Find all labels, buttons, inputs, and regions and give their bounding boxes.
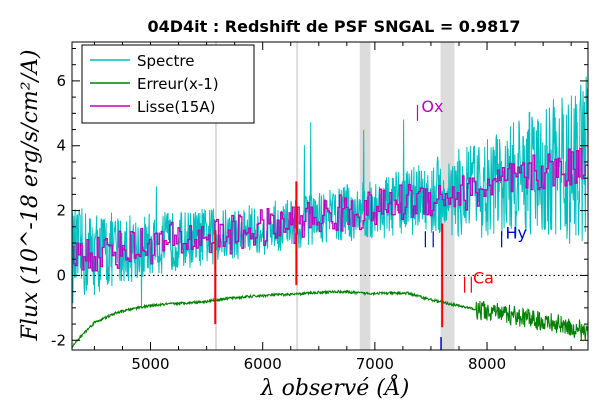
x-tick-label: 8000: [468, 355, 506, 373]
x-tick-label: 7000: [356, 355, 394, 373]
spectre-series: [72, 76, 588, 307]
legend-box: [81, 44, 255, 124]
legend: Spectre Erreur(x-1) Lisse(15A): [81, 44, 255, 124]
x-axis-ticks: 5000 6000 7000 8000: [93, 42, 572, 373]
sky-band-0: [215, 42, 218, 350]
anno-label-ca: Ca: [473, 269, 494, 288]
line-annotations: Ox Hy Ca: [416, 97, 528, 350]
y-tick-label: 2: [56, 202, 66, 220]
y-tick-label: 0: [56, 266, 66, 284]
x-axis-label: λ observé (Å): [260, 373, 410, 400]
y-axis-label: Flux (10^-18 erg/s/cm²/A): [18, 50, 43, 342]
erreur-line: [72, 289, 588, 349]
legend-label-erreur: Erreur(x-1): [137, 75, 219, 93]
plot-frame: [71, 41, 589, 351]
legend-label-spectre: Spectre: [137, 52, 194, 70]
y-tick-label: 4: [56, 137, 66, 155]
lisse-line: [72, 147, 588, 272]
erreur-series: [72, 289, 588, 349]
lisse-series: [72, 147, 588, 272]
legend-label-lisse: Lisse(15A): [137, 98, 215, 116]
y-tick-label: -2: [51, 331, 66, 349]
anno-label-hy: Hy: [506, 223, 528, 242]
y-axis-ticks: -2 0 2 4 6: [51, 47, 588, 349]
y-tick-label: 6: [56, 72, 66, 90]
x-tick-label: 5000: [131, 355, 169, 373]
anno-label-ox: Ox: [421, 97, 443, 116]
x-tick-label: 6000: [244, 355, 282, 373]
spectre-line: [72, 76, 588, 307]
chart-title: 04D4it : Redshift de PSF SNGAL = 0.9817: [147, 17, 520, 36]
